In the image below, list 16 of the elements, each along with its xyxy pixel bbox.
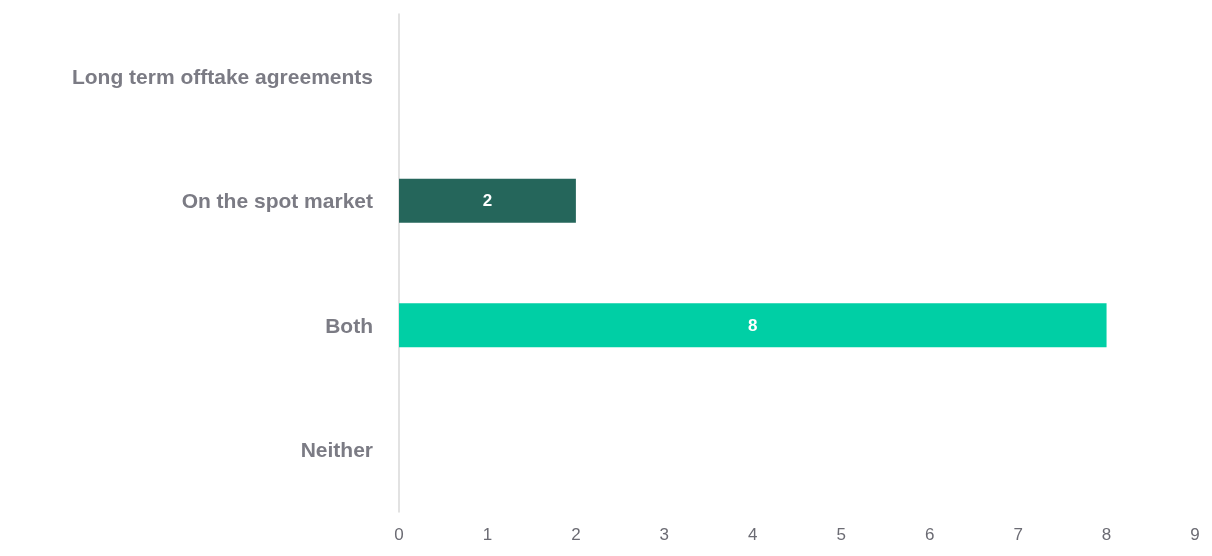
data-label: 2 — [482, 191, 493, 211]
x-tick-label: 3 — [659, 525, 670, 544]
x-tick-label: 4 — [748, 525, 758, 544]
x-tick-label: 8 — [1101, 525, 1112, 544]
x-tick-label: 7 — [1013, 525, 1023, 544]
x-tick-label: 6 — [924, 525, 935, 544]
y-tick-label: Both — [325, 313, 373, 337]
y-tick-label: Neither — [300, 438, 373, 462]
x-tick-label: 5 — [836, 525, 846, 544]
x-tick-label: 2 — [571, 525, 581, 544]
y-tick-label: Long term offtake agreements — [71, 64, 373, 88]
x-tick-label: 0 — [394, 525, 404, 544]
x-tick-label: 1 — [482, 525, 493, 544]
x-tick-label: 9 — [1190, 525, 1200, 544]
data-label: 8 — [748, 315, 758, 335]
y-tick-label: On the spot market — [181, 189, 373, 213]
